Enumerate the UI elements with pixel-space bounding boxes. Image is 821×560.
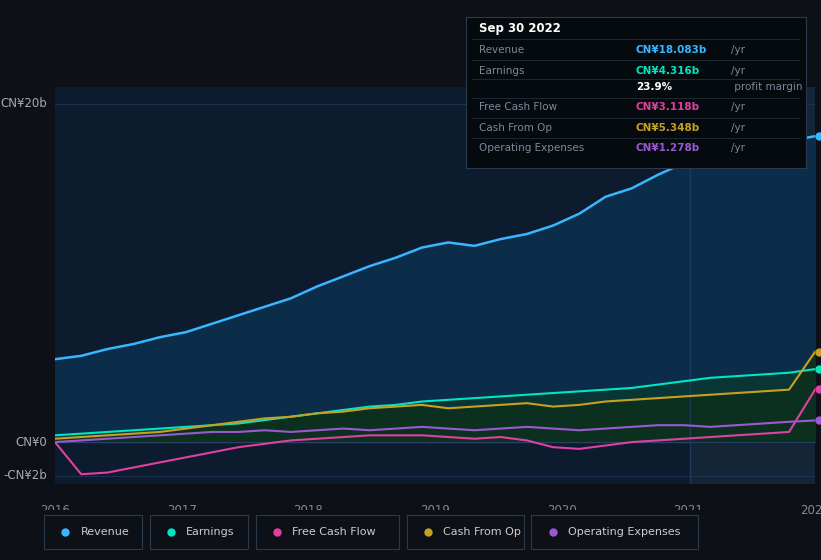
Text: 2017: 2017 [167,504,197,517]
Text: /yr: /yr [732,66,745,76]
Text: CN¥0: CN¥0 [16,436,48,449]
Text: Operating Expenses: Operating Expenses [479,143,585,152]
Text: Operating Expenses: Operating Expenses [567,527,680,537]
Text: Sep 30 2022: Sep 30 2022 [479,22,561,35]
Bar [690,87,815,484]
Text: 2019: 2019 [420,504,450,517]
Text: 2016: 2016 [40,504,70,517]
Text: 2018: 2018 [294,504,323,517]
Text: profit margin: profit margin [732,82,803,92]
Text: -CN¥2b: -CN¥2b [3,469,48,483]
Text: /yr: /yr [732,143,745,152]
Text: Cash From Op: Cash From Op [479,123,553,133]
Text: CN¥20b: CN¥20b [1,97,48,110]
Text: 23.9%: 23.9% [635,82,672,92]
Text: Free Cash Flow: Free Cash Flow [292,527,375,537]
Text: CN¥4.316b: CN¥4.316b [635,66,700,76]
Text: Free Cash Flow: Free Cash Flow [479,102,557,112]
Text: Earnings: Earnings [479,66,525,76]
Text: 2021: 2021 [673,504,704,517]
Text: 2022: 2022 [800,504,821,517]
Text: Revenue: Revenue [479,45,525,55]
Text: CN¥3.118b: CN¥3.118b [635,102,700,112]
Text: CN¥5.348b: CN¥5.348b [635,123,700,133]
Text: CN¥1.278b: CN¥1.278b [635,143,700,152]
Text: 2020: 2020 [547,504,576,517]
Text: /yr: /yr [732,123,745,133]
Text: Cash From Op: Cash From Op [443,527,521,537]
Text: Revenue: Revenue [80,527,129,537]
Text: Earnings: Earnings [186,527,235,537]
Text: /yr: /yr [732,102,745,112]
Text: CN¥18.083b: CN¥18.083b [635,45,707,55]
Text: /yr: /yr [732,45,745,55]
